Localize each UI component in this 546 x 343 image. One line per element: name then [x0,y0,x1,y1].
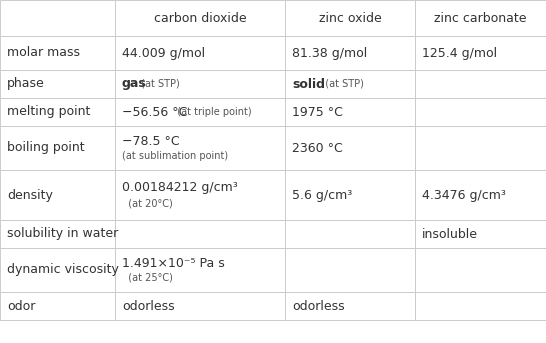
Bar [115,70,285,98]
Bar [0,126,115,170]
Bar [415,98,546,126]
Text: (at STP): (at STP) [138,79,180,89]
Text: zinc carbonate: zinc carbonate [434,12,527,24]
Bar [415,70,546,98]
Text: density: density [7,189,53,201]
Text: 5.6 g/cm³: 5.6 g/cm³ [292,189,352,201]
Bar [415,0,546,36]
Text: odor: odor [7,299,35,312]
Text: carbon dioxide: carbon dioxide [153,12,246,24]
Bar [415,248,546,292]
Bar [115,292,285,320]
Bar [0,70,115,98]
Text: (at sublimation point): (at sublimation point) [122,151,228,161]
Text: (at 20°C): (at 20°C) [122,199,173,209]
Bar [115,220,285,248]
Text: (at STP): (at STP) [319,79,364,89]
Text: phase: phase [7,78,45,91]
Text: 1.491×10⁻⁵ Pa s: 1.491×10⁻⁵ Pa s [122,257,225,270]
Text: gas: gas [122,78,147,91]
Text: solid: solid [292,78,325,91]
Text: (at triple point): (at triple point) [170,107,251,117]
Bar [115,170,285,220]
Bar [115,0,285,36]
Bar [0,248,115,292]
Bar [285,248,415,292]
Bar [0,170,115,220]
Text: 44.009 g/mol: 44.009 g/mol [122,47,205,59]
Bar [115,98,285,126]
Text: solubility in water: solubility in water [7,227,118,240]
Text: melting point: melting point [7,106,91,118]
Text: zinc oxide: zinc oxide [319,12,381,24]
Text: boiling point: boiling point [7,142,85,154]
Bar [415,126,546,170]
Bar [415,36,546,70]
Text: −78.5 °C: −78.5 °C [122,135,180,148]
Bar [285,292,415,320]
Bar [0,292,115,320]
Text: dynamic viscosity: dynamic viscosity [7,263,119,276]
Text: 0.00184212 g/cm³: 0.00184212 g/cm³ [122,181,238,194]
Bar [415,170,546,220]
Bar [415,292,546,320]
Bar [285,170,415,220]
Bar [285,36,415,70]
Text: odorless: odorless [292,299,345,312]
Bar [0,220,115,248]
Bar [115,248,285,292]
Text: −56.56 °C: −56.56 °C [122,106,187,118]
Text: odorless: odorless [122,299,175,312]
Text: 1975 °C: 1975 °C [292,106,343,118]
Bar [0,0,115,36]
Bar [0,36,115,70]
Bar [115,36,285,70]
Text: insoluble: insoluble [422,227,478,240]
Bar [115,126,285,170]
Bar [285,98,415,126]
Bar [285,70,415,98]
Text: 2360 °C: 2360 °C [292,142,343,154]
Text: molar mass: molar mass [7,47,80,59]
Text: (at 25°C): (at 25°C) [122,273,173,283]
Text: 4.3476 g/cm³: 4.3476 g/cm³ [422,189,506,201]
Text: 81.38 g/mol: 81.38 g/mol [292,47,367,59]
Text: 125.4 g/mol: 125.4 g/mol [422,47,497,59]
Bar [0,98,115,126]
Bar [285,0,415,36]
Bar [285,220,415,248]
Bar [285,126,415,170]
Bar [415,220,546,248]
